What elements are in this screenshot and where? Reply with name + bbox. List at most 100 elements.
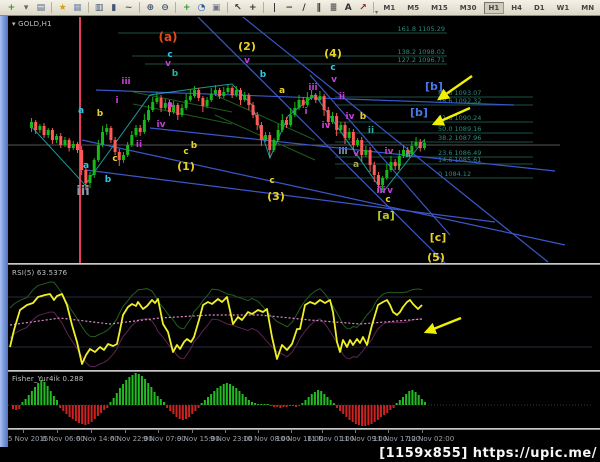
candle-down <box>360 140 364 155</box>
indicators-icon[interactable]: + <box>183 2 191 13</box>
dropdown-caret-icon[interactable]: ▾ <box>23 2 29 13</box>
candle-down <box>368 149 372 166</box>
line-chart-icon[interactable]: ~ <box>124 2 133 13</box>
hline-icon[interactable]: − <box>285 2 294 13</box>
timeframe-button-d1[interactable]: D1 <box>533 3 545 12</box>
trendline[interactable] <box>197 17 446 263</box>
vline-icon[interactable]: | <box>272 2 277 13</box>
rsi-panel[interactable] <box>0 266 600 369</box>
new-chart-icon[interactable]: + <box>7 2 16 13</box>
timeframe-button-h4[interactable]: H4 <box>511 3 522 12</box>
candle-up <box>88 174 92 183</box>
time-axis-tick <box>23 430 24 433</box>
fisher-bar-up <box>156 396 159 405</box>
fisher-bar-up <box>118 388 121 405</box>
panel-divider[interactable] <box>0 370 600 372</box>
fisher-bar-down <box>184 405 187 419</box>
time-axis-tick <box>225 430 226 433</box>
zoom-out-icon[interactable]: ⊖ <box>161 2 169 13</box>
timeframe-button-h1[interactable]: H1 <box>483 1 505 14</box>
time-axis-label: 9 Nov 07:00 <box>143 435 186 443</box>
fisher-bar-down <box>178 405 181 419</box>
time-axis-label: 9 Nov 23:00 <box>210 435 253 443</box>
wave-label: i <box>304 107 307 117</box>
candle-chart-icon[interactable]: ▮ <box>111 2 117 13</box>
candle-down <box>75 143 79 150</box>
arrows-icon[interactable]: ↗ <box>359 2 367 13</box>
fisher-bar-up <box>49 391 52 405</box>
text-icon[interactable]: A <box>344 2 352 13</box>
candle-up <box>193 90 197 97</box>
candle-up <box>356 140 360 146</box>
timeframe-button-m30[interactable]: M30 <box>459 3 477 12</box>
candle-up <box>105 127 109 133</box>
fisher-bar-up <box>131 375 134 405</box>
fisher-panel[interactable] <box>0 372 600 427</box>
fisher-bar-down <box>172 405 175 414</box>
trendline-icon[interactable]: ∕ <box>302 2 306 13</box>
template-icon[interactable]: ▦ <box>73 2 82 13</box>
fisher-bar-down <box>93 405 96 419</box>
time-axis[interactable]: 5 Nov 2015 6 Nov 06:00 6 Nov 14:00 6 Nov 22… <box>0 430 600 446</box>
trendline[interactable] <box>149 127 556 172</box>
timeframe-button-mn[interactable]: MN <box>581 3 595 12</box>
fisher-bar-down <box>273 405 276 407</box>
fisher-bar-down <box>345 405 348 417</box>
candle-down <box>176 104 180 116</box>
timeframe-button-w1[interactable]: W1 <box>556 3 570 12</box>
fib-level-label: 0 1084.12 <box>438 170 471 178</box>
chart-collapse-icon[interactable]: ▾ <box>12 20 16 28</box>
candle-up <box>205 99 209 106</box>
favorites-icon[interactable]: ★ <box>58 2 67 13</box>
bar-chart-icon[interactable]: ▥ <box>94 2 104 13</box>
zoom-in-icon[interactable]: ⊕ <box>146 2 155 13</box>
rsi-line <box>9 293 423 365</box>
candle-down <box>259 124 263 141</box>
fisher-bar-down <box>276 405 279 407</box>
trendline[interactable] <box>85 169 496 223</box>
fisher-bar-up <box>153 392 156 405</box>
fisher-bar-up <box>200 403 203 405</box>
fisher-bar-up <box>225 383 228 405</box>
wave-label: b <box>172 69 179 79</box>
timeframe-button-m15[interactable]: M15 <box>431 3 448 12</box>
candle-up <box>163 102 167 108</box>
timeframe-button-m5[interactable]: M5 <box>407 3 420 12</box>
print-icon[interactable]: ▤ <box>36 2 46 13</box>
candle-down <box>59 135 63 146</box>
candle-up <box>151 101 155 111</box>
wave-label: (2) <box>238 40 256 53</box>
candle-down <box>255 115 259 125</box>
panel-divider[interactable] <box>0 428 600 430</box>
trendline[interactable] <box>309 74 451 236</box>
fisher-bar-down <box>90 405 93 422</box>
wave-label: iv <box>385 147 394 157</box>
fisher-bar-up <box>229 384 232 405</box>
panel-divider[interactable] <box>0 263 600 265</box>
fisher-bar-down <box>194 405 197 411</box>
trendline[interactable] <box>81 139 566 246</box>
candle-up <box>389 162 393 171</box>
toolbar-collapse-icon[interactable]: ▾ <box>375 9 379 16</box>
time-axis-label: 9 Nov 15:00 <box>177 435 220 443</box>
crosshair-icon[interactable]: + <box>249 2 257 13</box>
time-axis-tick <box>388 430 389 433</box>
wave-label: iv <box>322 121 331 131</box>
cursor-icon[interactable]: ↖ <box>234 2 242 13</box>
candle-up <box>234 90 238 95</box>
time-axis-label: 11 Nov 01:00 <box>307 435 355 443</box>
wave-label: (3) <box>267 190 285 203</box>
fisher-bar-up <box>304 400 307 405</box>
wave-label: [c] <box>430 231 447 244</box>
fisher-bar-down <box>181 405 184 420</box>
periods-icon[interactable]: ◔ <box>197 2 206 13</box>
templates-icon[interactable]: ▣ <box>212 2 221 13</box>
candle-down <box>218 90 222 97</box>
channel-icon[interactable]: ∥ <box>316 2 322 13</box>
fisher-bar-up <box>222 384 225 405</box>
fisher-bar-down <box>376 405 379 420</box>
timeframe-button-m1[interactable]: M1 <box>383 3 396 12</box>
fibonacci-icon[interactable]: ≣ <box>329 2 338 13</box>
trendline[interactable] <box>242 17 549 263</box>
